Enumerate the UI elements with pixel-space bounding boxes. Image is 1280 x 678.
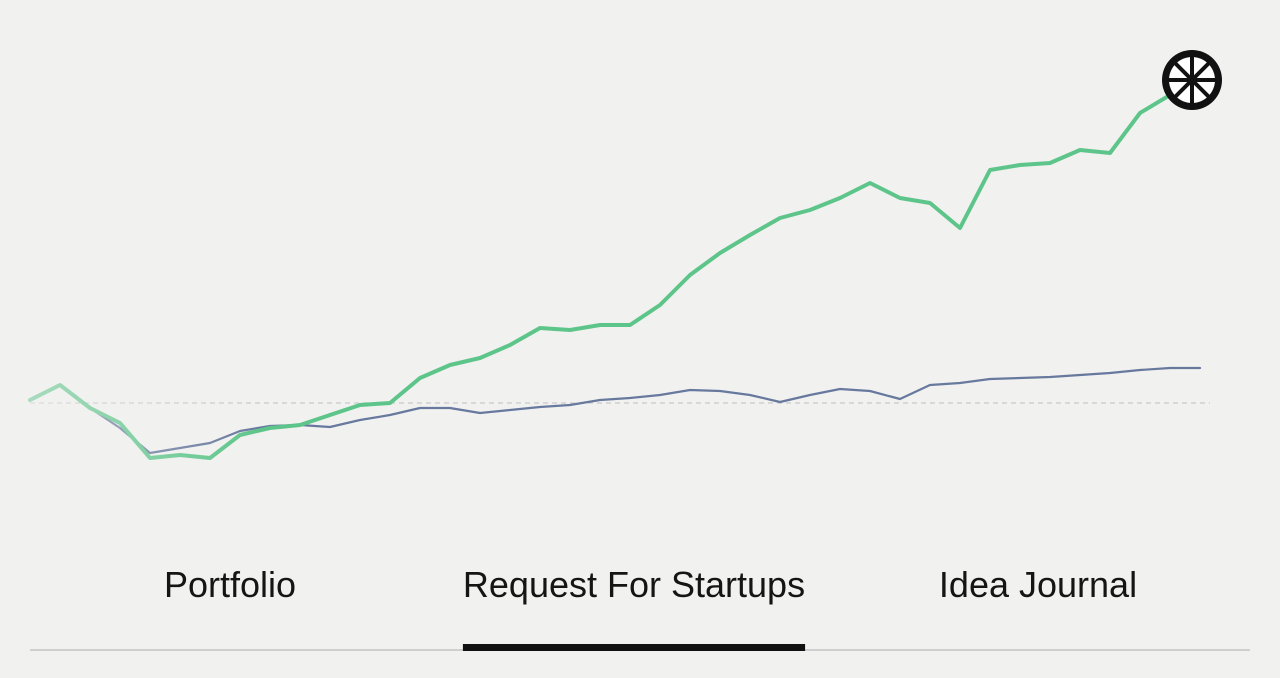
tab[interactable]: Request For Startups [463,564,805,605]
chart [28,93,1210,460]
tab[interactable]: Idea Journal [939,564,1137,605]
tab-bar: Portfolio Request For Startups Idea Journa… [164,564,1137,651]
series-line [28,366,1202,455]
avatar[interactable] [1162,50,1222,110]
active-tab-indicator [462,644,806,651]
series-line [28,93,1172,460]
tab[interactable]: Portfolio [164,564,296,605]
